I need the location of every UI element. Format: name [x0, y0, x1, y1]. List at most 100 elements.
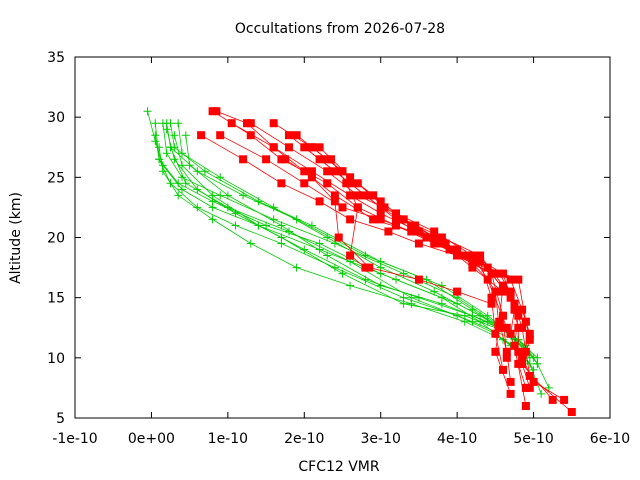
data-point [514, 347, 523, 356]
data-point [346, 281, 355, 290]
data-point [487, 293, 496, 302]
series-line [166, 129, 511, 335]
data-point [193, 185, 202, 194]
data-point [181, 131, 190, 140]
data-point [430, 233, 439, 242]
x-tick-label: 4e-10 [437, 431, 477, 447]
data-point [491, 347, 500, 356]
x-tick-label: 5e-10 [513, 431, 553, 447]
data-point [491, 287, 500, 296]
series-red-0 [208, 107, 569, 404]
data-point [166, 143, 175, 152]
data-point [285, 131, 293, 140]
data-point [323, 167, 332, 176]
data-point [151, 119, 160, 128]
data-point [262, 155, 271, 164]
x-tick-label: -1e-10 [52, 431, 97, 447]
data-point [453, 287, 462, 296]
data-point [369, 215, 378, 224]
data-point [246, 119, 255, 128]
series-layer [143, 107, 576, 416]
data-point [437, 299, 446, 308]
data-point [468, 251, 477, 260]
data-point [155, 155, 164, 164]
data-point [323, 179, 332, 188]
data-point [399, 299, 408, 308]
data-point [376, 197, 385, 206]
data-point [506, 389, 515, 398]
series-green-17 [158, 119, 530, 356]
y-tick-label: 25 [47, 170, 65, 186]
data-point [437, 239, 446, 248]
y-tick-label: 5 [56, 411, 65, 427]
data-point [246, 131, 255, 140]
data-point [495, 317, 504, 326]
data-point [525, 329, 534, 338]
data-point [430, 287, 439, 296]
data-point [323, 233, 332, 242]
y-tick-label: 10 [47, 351, 65, 367]
data-point [285, 227, 293, 236]
data-point [430, 227, 439, 236]
series-line [185, 135, 519, 341]
series-line [166, 123, 534, 359]
data-point [384, 227, 393, 236]
data-point [487, 269, 496, 278]
data-point [407, 221, 416, 230]
data-point [353, 191, 362, 200]
data-point [506, 275, 515, 284]
data-point [338, 203, 347, 212]
data-point [315, 143, 324, 152]
data-point [376, 281, 385, 290]
data-point [197, 131, 206, 140]
series-line [162, 123, 527, 353]
data-point [521, 402, 530, 410]
data-point [499, 269, 507, 278]
data-point [170, 131, 179, 140]
series-line [177, 123, 538, 359]
data-point [330, 197, 339, 206]
series-green-19 [166, 119, 542, 368]
data-point [514, 359, 523, 368]
data-point [499, 287, 507, 296]
data-point [460, 251, 469, 260]
data-point [300, 179, 309, 188]
data-point [269, 203, 278, 212]
data-point [162, 125, 171, 134]
data-point [476, 251, 485, 260]
data-point [499, 311, 507, 320]
y-tick-label: 20 [47, 231, 65, 247]
data-point [506, 287, 515, 296]
data-point [502, 347, 511, 356]
chart-title: Occultations from 2026-07-28 [235, 21, 445, 37]
data-point [227, 119, 236, 128]
x-tick-label: 3e-10 [361, 431, 401, 447]
data-point [468, 263, 477, 272]
data-point [200, 167, 209, 176]
y-tick-label: 15 [47, 291, 65, 307]
data-point [361, 263, 370, 272]
data-point [223, 203, 232, 212]
data-point [376, 209, 385, 218]
data-point [178, 185, 186, 194]
data-point [346, 173, 355, 182]
data-point [353, 203, 362, 212]
data-point [342, 179, 351, 188]
data-point [269, 143, 278, 152]
series-green-25 [166, 143, 519, 344]
data-point [514, 275, 523, 284]
series-red-1 [212, 107, 576, 416]
data-point [529, 377, 538, 386]
data-point [414, 239, 423, 248]
data-point [231, 221, 240, 230]
data-point [216, 191, 225, 200]
data-point [292, 131, 301, 140]
x-tick-label: 6e-10 [590, 431, 630, 447]
data-point [518, 305, 527, 314]
data-point [174, 119, 183, 128]
data-point [162, 149, 171, 158]
data-point [174, 191, 183, 200]
data-point [407, 293, 416, 302]
data-point [216, 173, 225, 182]
